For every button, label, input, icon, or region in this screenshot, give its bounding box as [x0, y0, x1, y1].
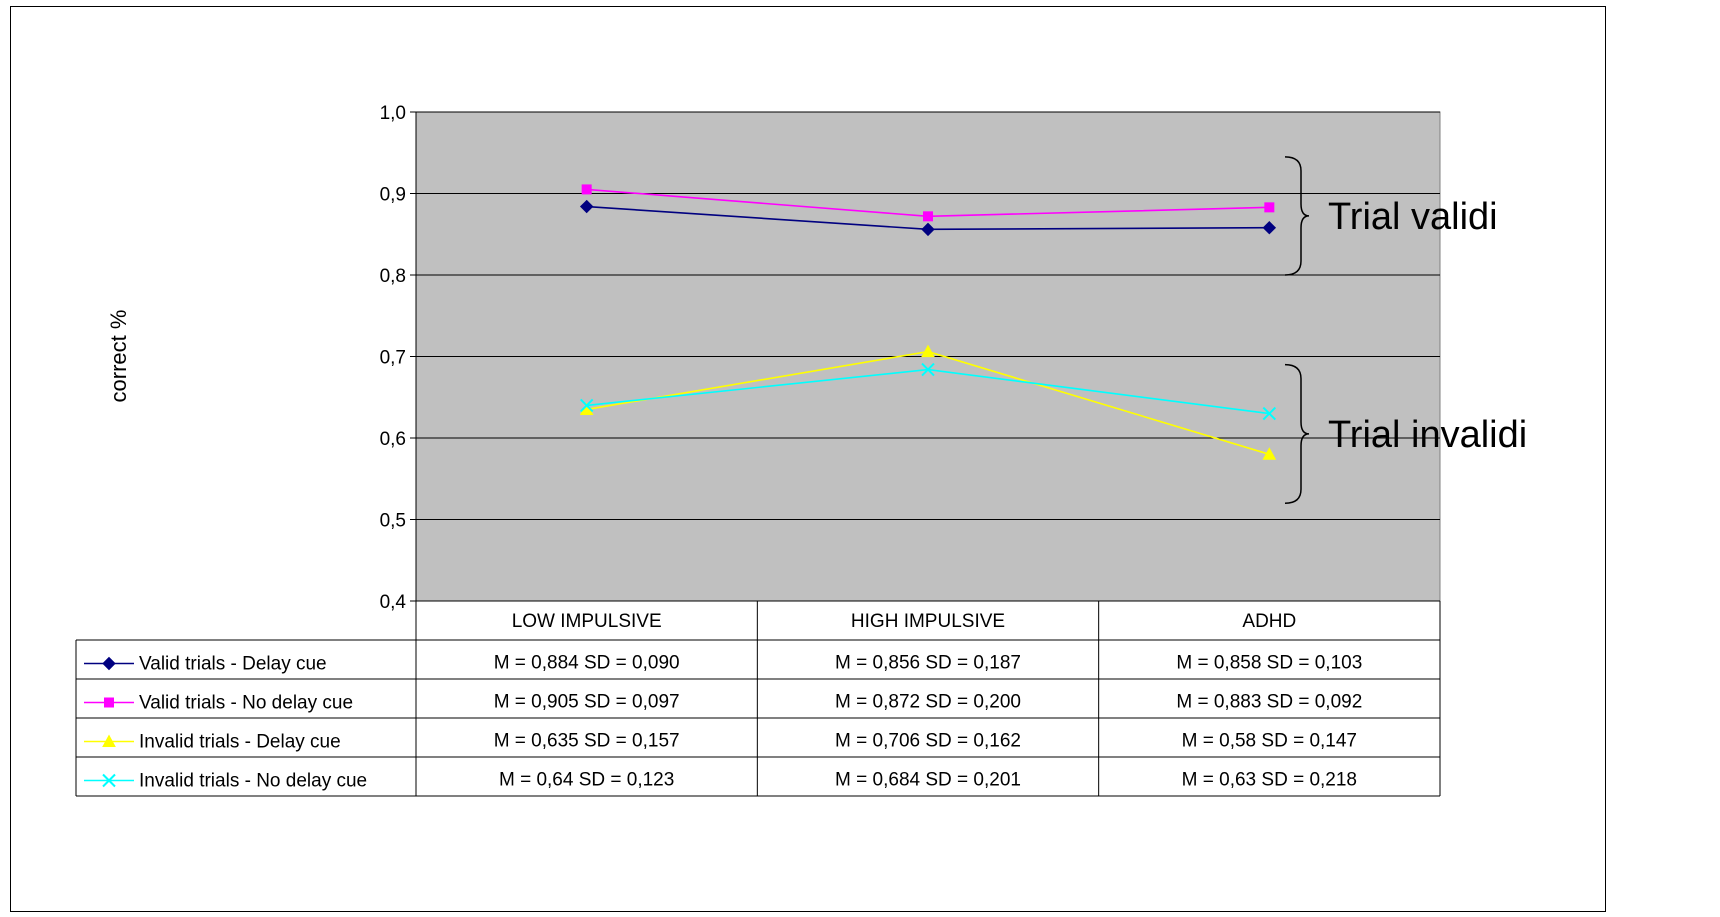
legend-key-marker [102, 734, 116, 747]
annotation-1-label: Trial validi [1328, 196, 1498, 238]
table-cell: M = 0,858 SD = 0,103 [1176, 653, 1362, 674]
series-4-point [921, 362, 935, 377]
y-tick-label: 0,7 [380, 348, 406, 369]
y-tick-label: 0,8 [380, 266, 406, 287]
series-3-point [921, 344, 935, 358]
category-label: ADHD [1242, 611, 1296, 632]
series-2-point [581, 184, 592, 195]
annotation-1-brace [1284, 156, 1310, 276]
y-tick-label: 0,9 [380, 185, 406, 206]
table-cell: M = 0,884 SD = 0,090 [494, 653, 680, 674]
legend-label: Invalid trials - Delay cue [139, 732, 341, 753]
y-axis-title: correct % [106, 310, 131, 403]
legend-key-marker [102, 773, 116, 788]
annotation-2-label: Trial invalidi [1328, 414, 1527, 456]
series-1-point [579, 199, 594, 214]
series-4-point [1262, 406, 1277, 421]
series-1-point [1262, 221, 1277, 235]
series-4-point-stroke [1262, 406, 1277, 421]
series-4-point [579, 398, 594, 413]
y-tick-label: 1,0 [380, 103, 406, 124]
table-cell: M = 0,706 SD = 0,162 [835, 731, 1021, 752]
category-label: LOW IMPULSIVE [512, 611, 662, 632]
legend-key-marker-stroke [102, 773, 116, 788]
y-tick-label: 0,4 [380, 592, 407, 613]
series-4-point-stroke [579, 398, 594, 413]
y-tick-label: 0,6 [380, 429, 406, 450]
table-cell: M = 0,905 SD = 0,097 [494, 692, 680, 713]
series-4-point-stroke [921, 362, 935, 377]
table-cell: M = 0,64 SD = 0,123 [499, 770, 674, 791]
table-cell: M = 0,872 SD = 0,200 [835, 692, 1021, 713]
legend-label: Valid trials - Delay cue [139, 654, 327, 675]
legend-label: Valid trials - No delay cue [139, 693, 353, 714]
table-cell: M = 0,883 SD = 0,092 [1176, 692, 1362, 713]
annotation-2-brace [1284, 363, 1310, 504]
series-2-point [923, 211, 933, 222]
table-cell: M = 0,635 SD = 0,157 [494, 731, 680, 752]
table-cell: M = 0,856 SD = 0,187 [835, 653, 1021, 674]
legend-label: Invalid trials - No delay cue [139, 771, 367, 792]
table-cell: M = 0,58 SD = 0,147 [1182, 731, 1357, 752]
series-3-point [1262, 447, 1277, 460]
y-tick-label: 0,5 [380, 511, 406, 532]
series-1-point [921, 222, 935, 237]
legend-key-marker [104, 697, 114, 708]
category-label: HIGH IMPULSIVE [851, 611, 1005, 632]
table-cell: M = 0,684 SD = 0,201 [835, 770, 1021, 791]
table-cell: M = 0,63 SD = 0,218 [1182, 770, 1357, 791]
series-2-point [1264, 202, 1275, 213]
legend-key-marker [102, 656, 116, 671]
